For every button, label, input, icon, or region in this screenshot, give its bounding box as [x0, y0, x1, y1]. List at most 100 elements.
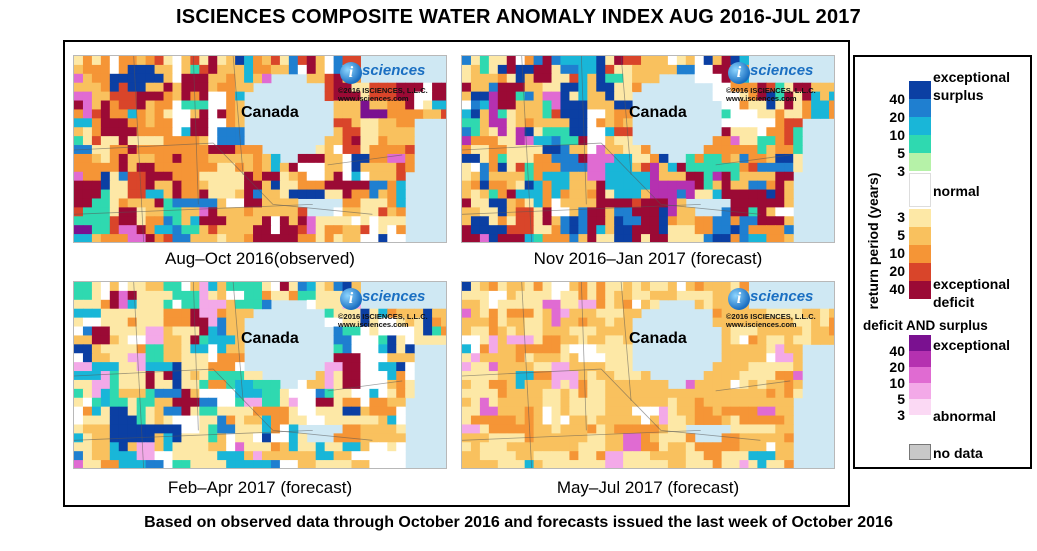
- map-cell: [578, 127, 588, 137]
- map-cell: [74, 82, 84, 93]
- map-cell: [279, 388, 290, 399]
- map-cell: [649, 225, 660, 235]
- map-cell: [605, 433, 615, 443]
- map-cell: [351, 433, 361, 443]
- map-cell: [333, 56, 344, 66]
- map-cell: [82, 317, 93, 328]
- map-cell: [387, 234, 397, 242]
- map-cell: [784, 406, 794, 417]
- map-cell: [470, 234, 481, 242]
- map-cell: [757, 127, 767, 137]
- map-cell: [712, 299, 723, 310]
- map-cell: [163, 207, 173, 217]
- map-cell: [378, 109, 388, 119]
- map-cell: [396, 460, 406, 468]
- map-cell: [712, 388, 723, 399]
- map-cell: [748, 180, 758, 191]
- map-cell: [136, 162, 147, 173]
- map-cell: [694, 162, 705, 173]
- map-cell: [479, 460, 490, 468]
- map-cell: [757, 371, 767, 381]
- map-cell: [658, 442, 669, 452]
- map-cell: [587, 415, 597, 425]
- map-cell: [578, 118, 588, 128]
- map-cell: [261, 73, 272, 84]
- map-cell: [479, 379, 490, 390]
- map-cell: [208, 225, 218, 235]
- map-cell: [208, 451, 218, 461]
- map-cell: [127, 371, 138, 381]
- map-cell: [279, 162, 290, 173]
- map-cell: [524, 64, 535, 75]
- map-cell: [667, 451, 678, 461]
- map-cell: [479, 189, 490, 199]
- map-cell: [91, 162, 102, 173]
- map-cell: [757, 353, 767, 363]
- map-cell: [569, 82, 579, 93]
- legend-exceptional-deficit: exceptional deficit: [933, 276, 1010, 310]
- map-cell: [703, 225, 714, 235]
- map-cell: [641, 451, 651, 461]
- map-cell: [163, 180, 173, 191]
- map-cell: [623, 397, 633, 408]
- map-cell: [154, 171, 165, 182]
- map-cell: [506, 424, 517, 434]
- map-cell: [136, 109, 147, 119]
- isciences-logo: i sciences ©2016 ISCIENCES, L.L.C. www.i…: [726, 60, 828, 103]
- map-cell: [560, 225, 570, 235]
- map-cell: [614, 171, 624, 182]
- map-cell: [396, 118, 406, 128]
- map-cell: [730, 189, 741, 199]
- map-cell: [324, 317, 335, 328]
- map-cell: [569, 451, 579, 461]
- logo-url: www.isciences.com: [726, 320, 797, 329]
- map-cell: [199, 73, 209, 84]
- map-cell: [154, 189, 165, 199]
- map-cell: [641, 442, 651, 452]
- map-cell: [497, 207, 508, 217]
- map-cell: [199, 180, 209, 191]
- map-cell: [163, 136, 173, 146]
- map-cell: [811, 308, 821, 319]
- map-cell: [560, 91, 570, 102]
- map-cell: [515, 344, 526, 354]
- map-cell: [199, 234, 209, 242]
- map-cell: [369, 353, 379, 363]
- map-cell: [324, 225, 335, 235]
- map-cell: [632, 82, 642, 93]
- map-cell: [748, 353, 758, 363]
- map-cell: [560, 451, 570, 461]
- map-cell: [306, 290, 317, 301]
- map-cell: [100, 127, 111, 137]
- map-cell: [551, 460, 561, 468]
- map-cell: [757, 118, 767, 128]
- map-cell: [739, 153, 749, 164]
- map-cell: [766, 136, 776, 146]
- map-cell: [757, 225, 767, 235]
- map-cell: [757, 189, 767, 199]
- map-cell: [605, 171, 615, 182]
- map-cell: [488, 379, 499, 390]
- map-cell: [342, 180, 353, 191]
- map-cell: [163, 442, 173, 452]
- map-cell: [136, 56, 147, 66]
- map-cell: [351, 424, 361, 434]
- map-cell: [82, 424, 93, 434]
- map-cell: [658, 282, 669, 292]
- map-cell: [253, 73, 263, 84]
- map-cell: [730, 317, 741, 328]
- map-cell: [641, 406, 651, 417]
- map-cell: [217, 308, 227, 319]
- map-cell: [766, 353, 776, 363]
- map-cell: [270, 171, 281, 182]
- anomaly-map: [462, 282, 834, 468]
- map-cell: [685, 415, 696, 425]
- map-cell: [524, 153, 535, 164]
- map-cell: [378, 234, 388, 242]
- map-cell: [578, 290, 588, 301]
- map-cell: [387, 162, 397, 173]
- map-cell: [775, 225, 785, 235]
- map-cell: [387, 388, 397, 399]
- map-cell: [288, 442, 299, 452]
- map-cell: [721, 433, 732, 443]
